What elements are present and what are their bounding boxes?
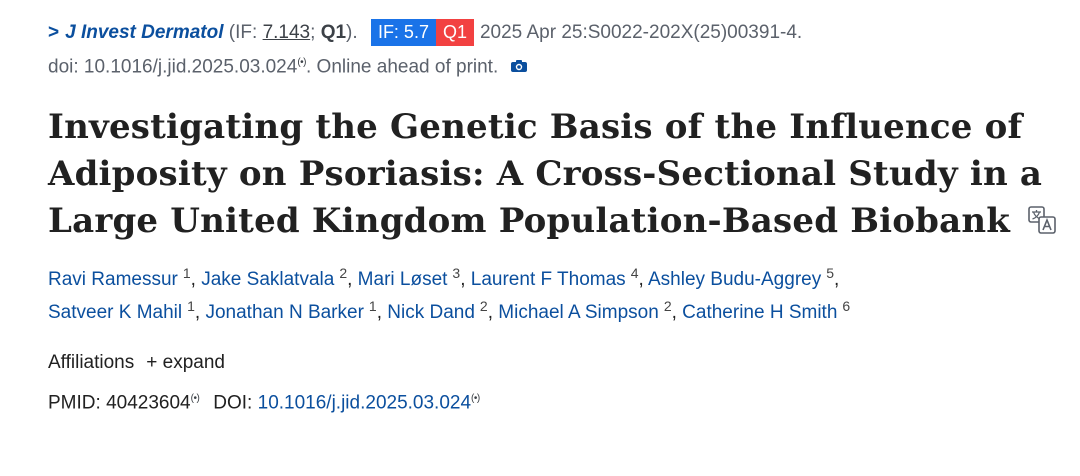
journal-name: J Invest Dermatol [65,22,224,43]
author-item: Jake Saklatvala 2, [201,265,358,291]
author-item: Satveer K Mahil 1, [48,298,206,324]
if-suffix: ). [346,22,363,43]
author-link[interactable]: Ashley Budu-Aggrey [648,269,822,291]
identifiers-row: PMID: 40423604(•) DOI: 10.1016/j.jid.2025… [48,385,1058,417]
author-link[interactable]: Nick Dand [387,302,475,324]
affiliation-number[interactable]: 4 [630,265,639,281]
signal-icon[interactable]: (•) [471,393,480,405]
affiliation-number[interactable]: 2 [479,298,488,314]
quartile-badge: Q1 [435,19,474,46]
if-prefix: (IF: [228,22,263,43]
author-list: Ravi Ramessur 1, Jake Saklatvala 2, Mari L… [48,263,1058,329]
author-link[interactable]: Satveer K Mahil [48,302,183,324]
quartile-text: Q1 [320,22,347,43]
affiliation-number[interactable]: 6 [842,298,851,314]
doi-label: DOI: [213,392,258,414]
journal-link[interactable]: > J Invest Dermatol [48,22,229,43]
author-link[interactable]: Michael A Simpson [498,302,659,324]
author-link[interactable]: Mari Løset [357,269,448,291]
title-line-2: Adiposity on Psoriasis: A Cross-Sectiona… [48,154,1043,195]
if-separator: ; [310,22,321,43]
article-title: Investigating the Genetic Basis of the I… [48,104,1058,245]
signal-icon[interactable]: (•) [190,393,200,405]
author-item: Mari Løset 3, [357,265,471,291]
author-link[interactable]: Jonathan N Barker [205,302,364,324]
impact-factor-badge: IF: 5.7 [370,19,436,46]
affiliations-row: Affiliations + expand [48,349,1058,377]
author-item: Nick Dand 2, [387,298,499,324]
author-item: Ravi Ramessur 1, [48,265,202,291]
title-line-1: Investigating the Genetic Basis of the I… [48,107,1023,148]
doi-link[interactable]: 10.1016/j.jid.2025.03.024 [257,392,472,414]
citation-doi: doi: 10.1016/j.jid.2025.03.024 [48,56,298,78]
article-header: > J Invest Dermatol (IF: 7.143; Q1). IF: … [48,18,1058,418]
affiliation-number[interactable]: 5 [826,265,835,281]
camera-icon[interactable] [510,59,528,73]
citation-line: > J Invest Dermatol (IF: 7.143; Q1). IF: … [48,18,1058,82]
expand-affiliations-button[interactable]: + expand [146,352,225,374]
author-item: Laurent F Thomas 4, [470,265,648,291]
affiliations-label: Affiliations [48,352,135,374]
affiliation-number[interactable]: 1 [182,265,191,281]
signal-icon[interactable]: (•) [297,57,306,68]
author-link[interactable]: Catherine H Smith [682,302,838,324]
author-item: Michael A Simpson 2, [498,298,683,324]
impact-factor-link[interactable]: 7.143 [262,22,311,43]
author-link[interactable]: Ravi Ramessur [48,269,178,291]
title-line-3: Large United Kingdom Population-Based Bi… [48,201,1011,242]
chevron-right-icon: > [48,22,60,43]
pmid-value: 40423604 [106,392,191,414]
affiliation-number[interactable]: 2 [663,298,672,314]
affiliation-number[interactable]: 2 [339,265,348,281]
affiliation-number[interactable]: 3 [452,265,461,281]
affiliation-number[interactable]: 1 [187,298,195,314]
author-item: Ashley Budu-Aggrey 5, [648,265,840,291]
translate-icon[interactable] [1028,206,1056,235]
author-link[interactable]: Laurent F Thomas [470,269,626,291]
author-item: Catherine H Smith 6 [682,299,850,324]
pmid-label: PMID: [48,392,107,414]
affiliation-number[interactable]: 1 [368,298,377,314]
author-link[interactable]: Jake Saklatvala [201,269,335,291]
publication-date: 2025 Apr 25:S0022-202X(25)00391-4. [479,22,803,43]
author-item: Jonathan N Barker 1, [205,298,388,324]
online-ahead-text: . Online ahead of print. [306,56,499,78]
